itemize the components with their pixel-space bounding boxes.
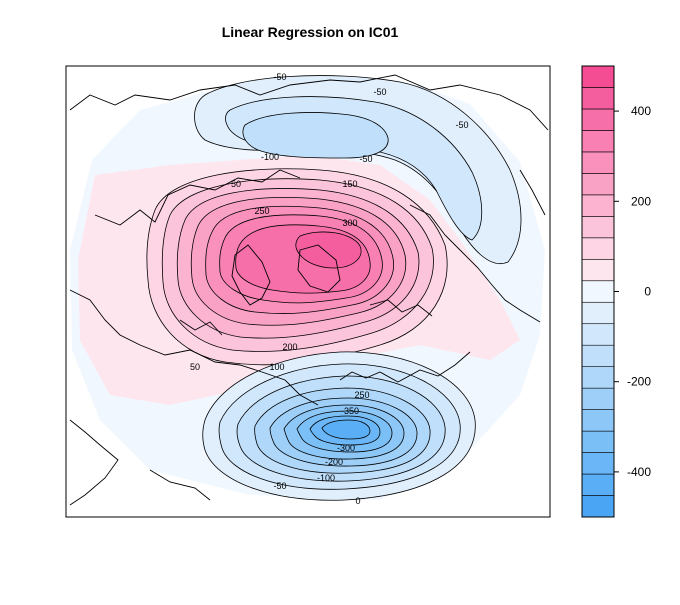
contour-label: -50 bbox=[455, 120, 468, 130]
contour-label: 50 bbox=[231, 179, 241, 189]
plot-title: Linear Regression on IC01 bbox=[221, 24, 399, 40]
contour-label: 250 bbox=[254, 206, 269, 216]
colorbar-swatch bbox=[581, 387, 615, 410]
contour-label: -50 bbox=[373, 87, 386, 97]
colorbar-tick-label: 200 bbox=[631, 194, 651, 208]
colorbar-swatch bbox=[581, 301, 615, 325]
negative-anomaly-atlantic bbox=[202, 351, 476, 501]
contour-label: -50 bbox=[359, 154, 372, 164]
contour-label: -100 bbox=[317, 473, 335, 483]
colorbar-swatch bbox=[581, 87, 615, 110]
colorbar-swatch bbox=[581, 173, 615, 196]
colorbar: -400 -200 0 200 400 bbox=[581, 65, 651, 518]
map-content bbox=[69, 74, 549, 506]
contour-label: 200 bbox=[282, 342, 297, 352]
colorbar-swatch bbox=[581, 237, 615, 260]
colorbar-swatch bbox=[581, 323, 615, 346]
colorbar-swatch bbox=[581, 194, 615, 217]
colorbar-swatch bbox=[581, 452, 615, 475]
negative-anomaly-pacific bbox=[194, 75, 522, 264]
colorbar-swatch bbox=[581, 430, 615, 453]
colorbar-swatch bbox=[581, 473, 615, 496]
contour-label: 150 bbox=[342, 179, 357, 189]
colorbar-swatch bbox=[581, 108, 615, 131]
contour-label: 300 bbox=[342, 218, 357, 228]
colorbar-swatch bbox=[581, 130, 615, 153]
contour-label: 250 bbox=[354, 390, 369, 400]
contour-label: -200 bbox=[325, 457, 343, 467]
colorbar-swatch bbox=[581, 366, 615, 389]
colorbar-swatch bbox=[581, 344, 615, 367]
colorbar-swatch bbox=[581, 280, 615, 303]
colorbar-swatch bbox=[581, 65, 615, 88]
contour-label: -100 bbox=[261, 152, 279, 162]
contour-labels: -50 -50 -50 -100 -50 50 150 250 300 200 100 50 -350 2… bbox=[190, 72, 469, 506]
colorbar-swatch bbox=[581, 409, 615, 432]
colorbar-swatch bbox=[581, 495, 615, 518]
contour-label: -350 bbox=[341, 406, 359, 416]
map-frame bbox=[65, 65, 551, 518]
positive-anomaly bbox=[146, 168, 448, 366]
colorbar-tick-label: -400 bbox=[627, 465, 651, 479]
coastlines bbox=[69, 74, 549, 506]
contour-label: 50 bbox=[190, 362, 200, 372]
contour-label: -50 bbox=[273, 72, 286, 82]
colorbar-swatch bbox=[581, 258, 615, 282]
contour-label: 0 bbox=[355, 496, 360, 506]
colorbar-tick-label: 400 bbox=[631, 104, 651, 118]
colorbar-swatch bbox=[581, 151, 615, 174]
colorbar-tick-label: 0 bbox=[644, 285, 651, 299]
contour-label: -50 bbox=[273, 481, 286, 491]
colorbar-swatch bbox=[581, 216, 615, 239]
contour-label: 100 bbox=[269, 362, 284, 372]
colorbar-tick-label: -200 bbox=[627, 375, 651, 389]
contour-label: -300 bbox=[337, 443, 355, 453]
